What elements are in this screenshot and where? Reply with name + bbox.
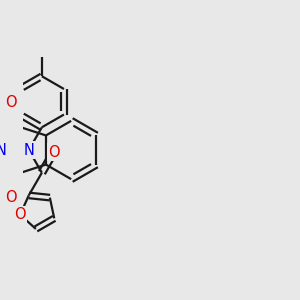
Text: O: O: [5, 95, 16, 110]
Text: O: O: [14, 207, 26, 222]
Text: N: N: [0, 142, 7, 158]
Text: N: N: [23, 142, 34, 158]
Text: O: O: [48, 145, 60, 160]
Text: O: O: [5, 190, 16, 205]
